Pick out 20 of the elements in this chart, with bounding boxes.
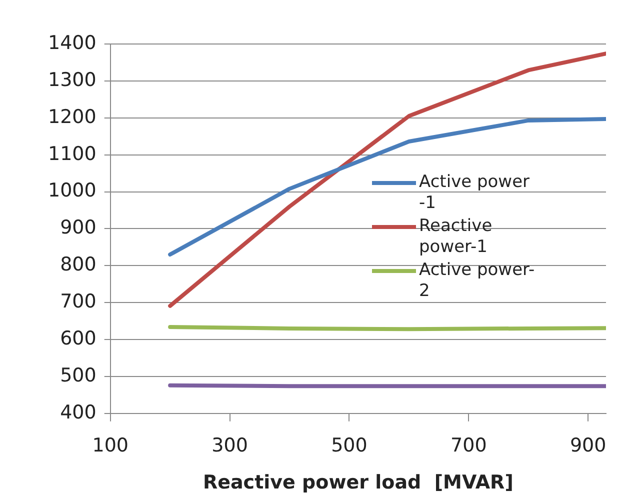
y-tick-label: 1300 (48, 68, 96, 91)
y-tick-label: 500 (60, 364, 96, 386)
y-tick-label: 400 (60, 401, 96, 424)
legend-label: Active power-2 (419, 260, 536, 302)
x-tick-label: 700 (450, 434, 487, 457)
y-tick-label: 900 (60, 216, 96, 239)
y-tick-label: 600 (60, 327, 96, 350)
x-tick-label: 300 (212, 434, 248, 457)
x-tick-label: 500 (331, 434, 368, 457)
y-tick-label: 700 (60, 290, 96, 313)
x-tick-label: 900 (570, 434, 606, 457)
y-tick-label: 800 (60, 254, 96, 276)
x-axis-title: Reactive power load [MVAR] (202, 472, 514, 494)
x-tick-label: 100 (92, 434, 128, 457)
legend-label: Active power -1 (419, 172, 531, 214)
y-tick-label: 1400 (48, 32, 96, 54)
legend-label: Reactive power-1 (419, 216, 494, 258)
y-tick-label: 1200 (48, 106, 96, 128)
y-tick-label: 1100 (48, 142, 96, 165)
y-tick-label: 1000 (48, 180, 96, 202)
